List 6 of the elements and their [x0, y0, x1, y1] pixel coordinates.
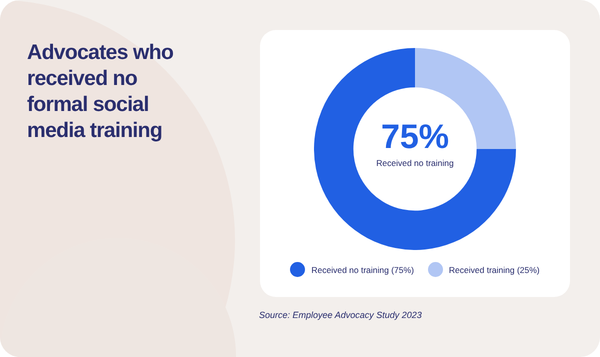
legend-label: Received training (25%) — [448, 264, 540, 274]
text: Advocates who received no formal social media training — [27, 40, 174, 144]
text: Received no training — [375, 158, 455, 168]
legend-label: Received no training (75%) — [311, 264, 414, 274]
source-note: Source: Employee Advocacy Study 2023 — [259, 310, 422, 320]
text: 75% — [380, 118, 450, 157]
